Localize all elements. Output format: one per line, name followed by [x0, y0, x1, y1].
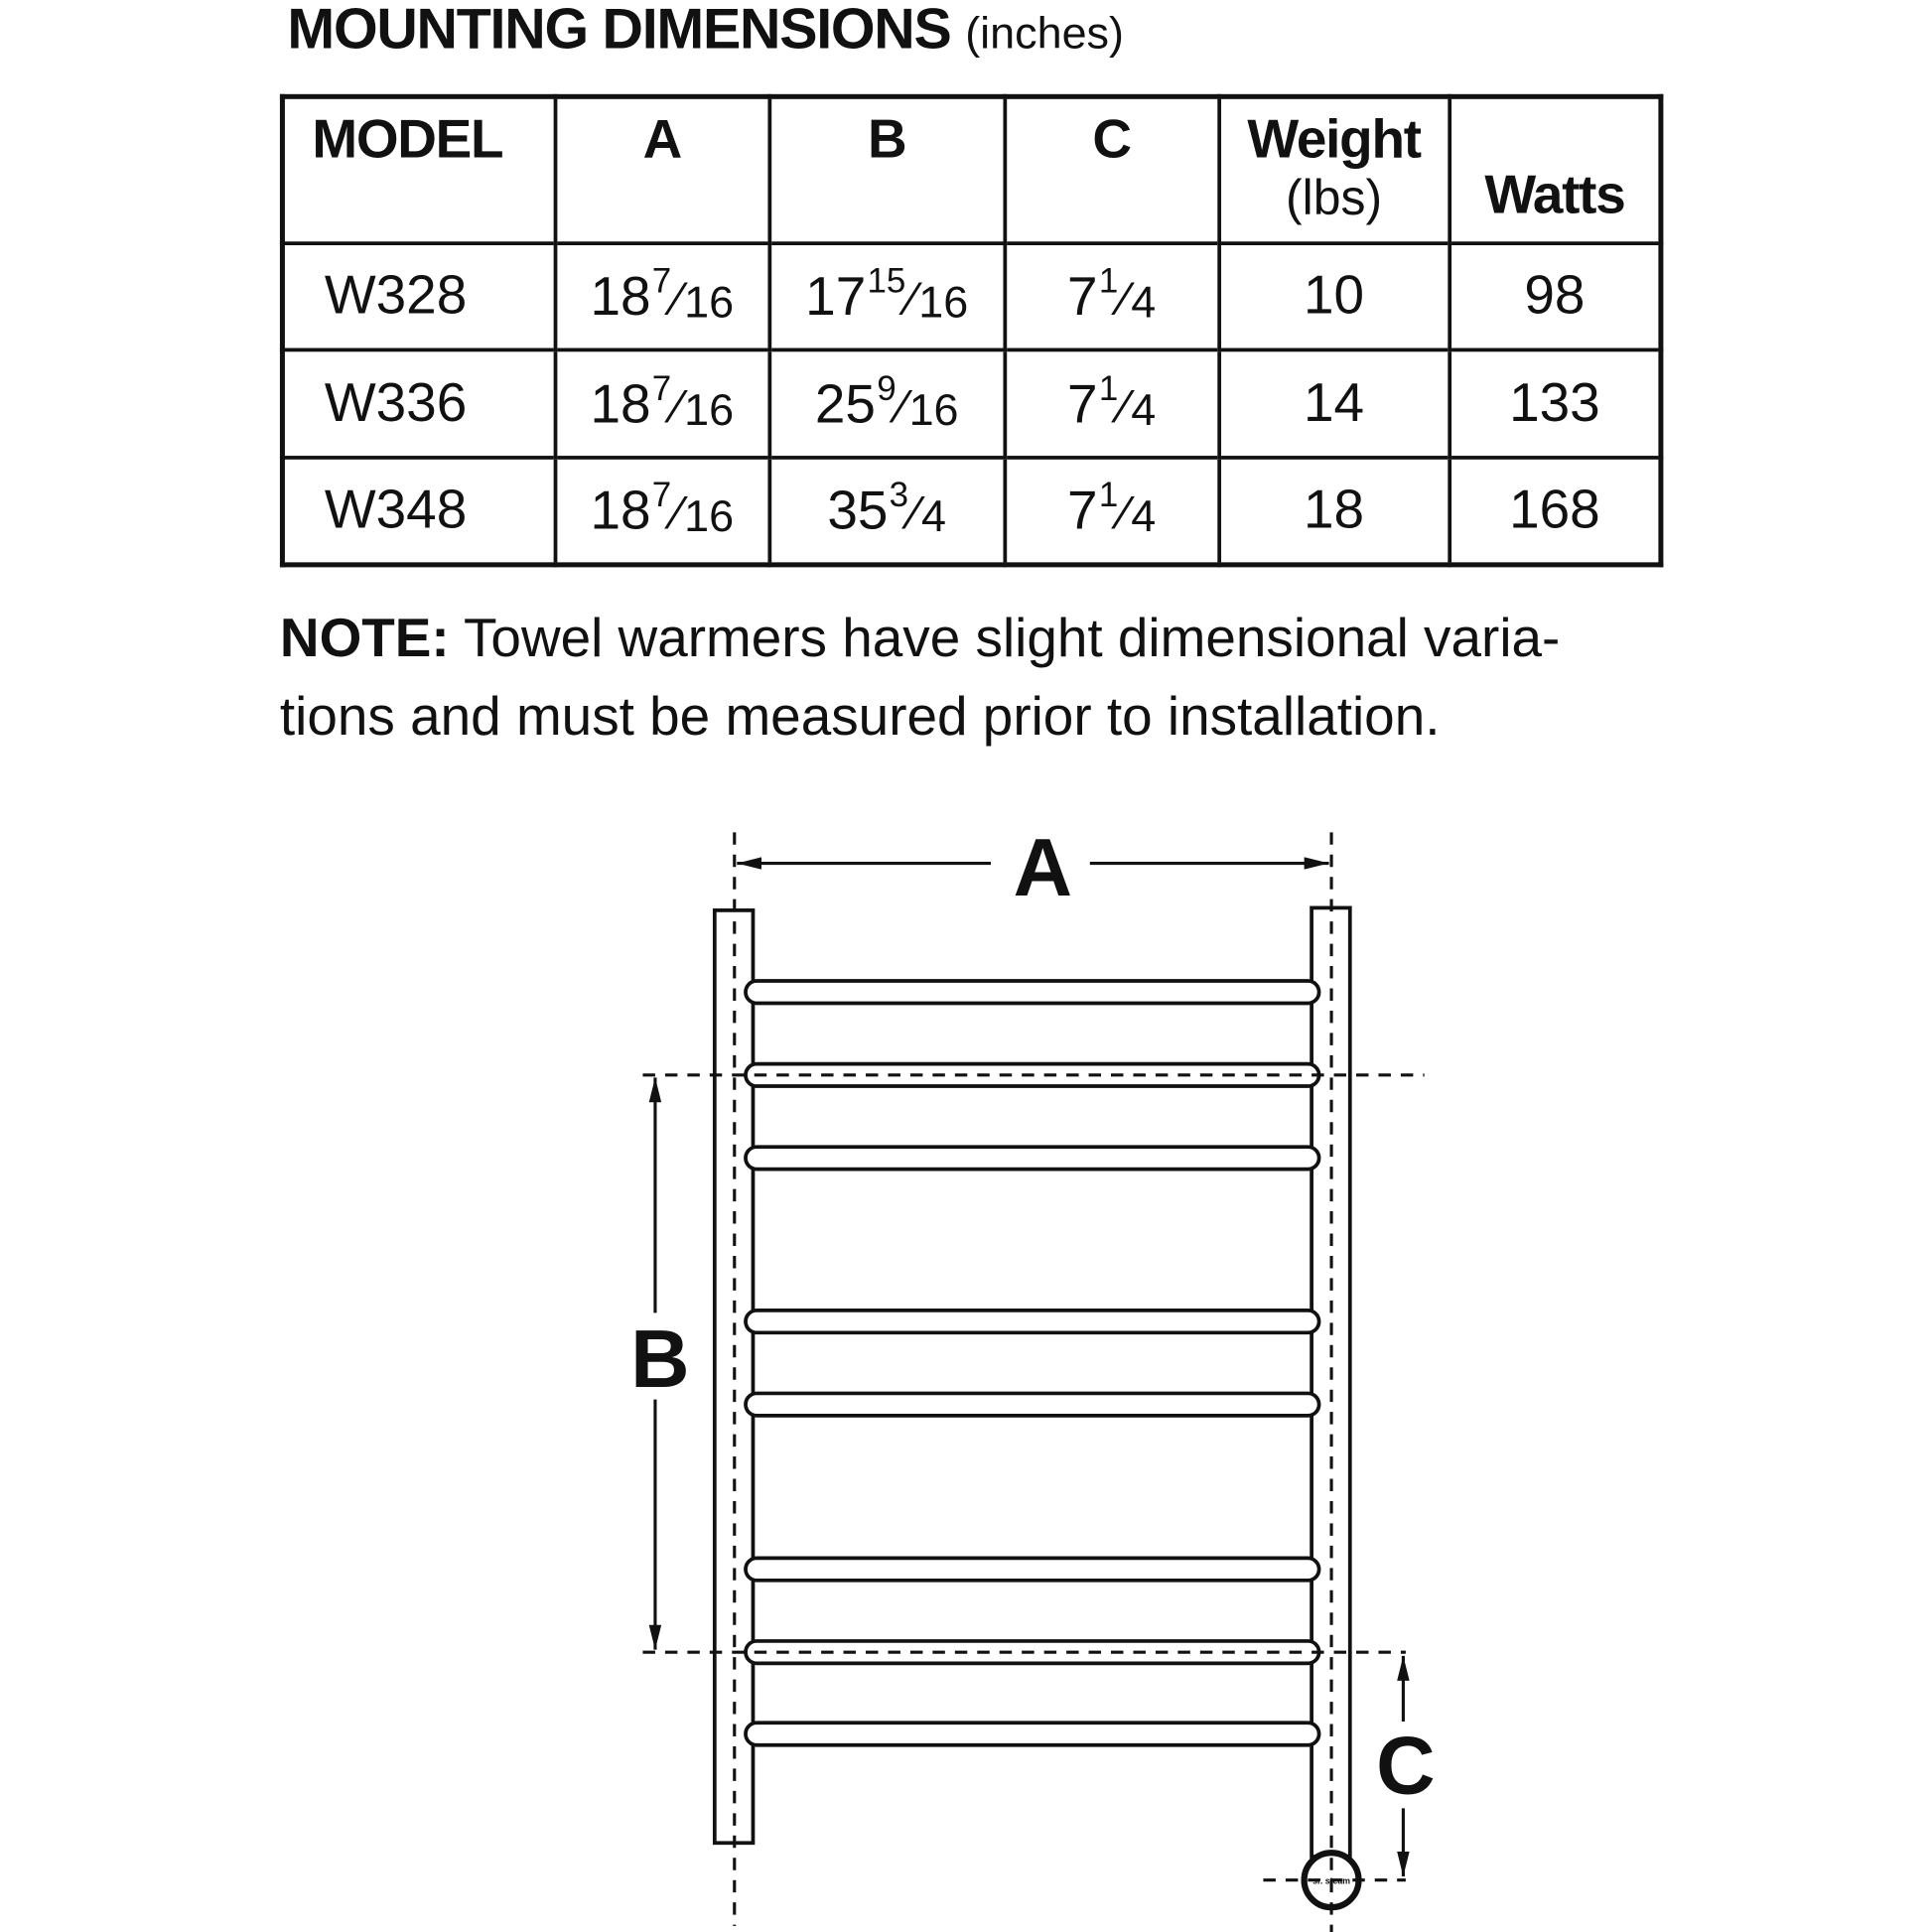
towel-bar: [744, 979, 1321, 1006]
whole: 7: [1067, 373, 1098, 435]
cell-weight: 10: [1216, 242, 1451, 350]
fraction-slash: ⁄: [907, 274, 916, 327]
fraction-value: 259⁄16: [814, 371, 959, 435]
numerator: 7: [651, 368, 672, 408]
whole: 7: [1067, 481, 1098, 542]
fraction-value: 71⁄4: [1067, 264, 1157, 328]
fraction-slash: ⁄: [898, 381, 907, 434]
fraction-value: 353⁄4: [827, 478, 947, 542]
table-header-row: MODEL A B C Weight (lbs) Watts: [280, 96, 1663, 243]
table-row: W336 187⁄16 259⁄16 71⁄4 14 133: [280, 349, 1663, 458]
whole: 17: [805, 266, 867, 328]
numerator: 7: [651, 261, 672, 301]
numerator: 7: [651, 476, 672, 515]
denominator: 16: [684, 383, 735, 435]
header-weight: Weight (lbs): [1216, 96, 1451, 243]
fraction-slash: ⁄: [910, 488, 919, 541]
note-label: NOTE:: [279, 608, 450, 669]
fraction-value: 71⁄4: [1067, 371, 1157, 435]
cell-weight: 14: [1216, 349, 1451, 458]
weight-unit: (lbs): [1286, 171, 1383, 226]
whole: 18: [590, 481, 651, 542]
fraction-slash: ⁄: [1120, 488, 1129, 541]
cell-watts: 168: [1447, 457, 1663, 565]
fraction-value: 1715⁄16: [805, 264, 969, 328]
whole: 25: [814, 373, 876, 435]
note-text: Towel warmers have slight dimensional va…: [279, 608, 1561, 748]
towel-bar: [744, 1556, 1321, 1583]
towel-bar: [744, 1308, 1321, 1335]
header-model: MODEL: [280, 96, 557, 243]
denominator: 4: [1131, 383, 1157, 435]
label-b: B: [630, 1313, 689, 1405]
whole: 35: [827, 481, 889, 542]
cell-b: 259⁄16: [766, 349, 1007, 458]
cell-watts: 133: [1447, 349, 1663, 458]
numerator: 9: [877, 368, 897, 408]
fraction-slash: ⁄: [673, 381, 682, 434]
denominator: 16: [918, 276, 969, 328]
denominator: 4: [1131, 276, 1157, 328]
page-title: MOUNTING DIMENSIONS (inches): [287, 0, 1124, 62]
title-main: MOUNTING DIMENSIONS: [287, 0, 951, 62]
whole: 7: [1067, 266, 1098, 328]
header-a: A: [553, 96, 771, 243]
center-lines: [642, 832, 1425, 1932]
weight-label: Weight: [1247, 108, 1422, 170]
numerator: 1: [1098, 476, 1119, 515]
note: NOTE: Towel warmers have slight dimensio…: [280, 600, 1655, 756]
dimension-arrows: [648, 857, 1410, 1876]
dimensions-table: MODEL A B C Weight (lbs) Watts W328 187⁄1…: [279, 93, 1664, 568]
towel-bar: [744, 1145, 1321, 1172]
header-c: C: [1002, 96, 1221, 243]
fraction-slash: ⁄: [1120, 274, 1129, 327]
denominator: 16: [684, 490, 735, 542]
right-post: [1310, 905, 1352, 1859]
label-c: C: [1376, 1720, 1435, 1811]
numerator: 1: [1098, 368, 1119, 408]
table-row: W328 187⁄16 1715⁄16 71⁄4 10 98: [280, 242, 1663, 350]
cell-c: 71⁄4: [1002, 242, 1221, 350]
cell-a: 187⁄16: [553, 349, 771, 458]
label-a: A: [1014, 822, 1072, 913]
cell-model: W348: [280, 457, 557, 565]
denominator: 16: [684, 276, 735, 328]
cell-watts: 98: [1447, 242, 1663, 350]
whole: 18: [590, 373, 651, 435]
fraction-value: 187⁄16: [590, 264, 735, 328]
fraction-slash: ⁄: [673, 274, 682, 327]
numerator: 1: [1098, 261, 1119, 301]
denominator: 4: [921, 490, 947, 542]
cell-b: 353⁄4: [766, 457, 1007, 565]
cell-a: 187⁄16: [553, 457, 771, 565]
fraction-value: 71⁄4: [1067, 478, 1157, 542]
towel-bar: [744, 1391, 1321, 1418]
fraction-slash: ⁄: [673, 488, 682, 541]
table-row: W348 187⁄16 353⁄4 71⁄4 18 168: [280, 457, 1663, 565]
cell-c: 71⁄4: [1002, 457, 1221, 565]
numerator: 15: [867, 261, 906, 301]
numerator: 3: [889, 476, 909, 515]
fraction-value: 187⁄16: [590, 371, 735, 435]
cell-a: 187⁄16: [553, 242, 771, 350]
cell-b: 1715⁄16: [766, 242, 1007, 350]
fraction-slash: ⁄: [1120, 381, 1129, 434]
cell-model: W336: [280, 349, 557, 458]
denominator: 4: [1131, 490, 1157, 542]
fraction-value: 187⁄16: [590, 478, 735, 542]
towel-bar: [744, 1721, 1321, 1747]
cell-c: 71⁄4: [1002, 349, 1221, 458]
header-b: B: [766, 96, 1007, 243]
denominator: 16: [908, 383, 959, 435]
cell-model: W328: [280, 242, 557, 350]
whole: 18: [590, 266, 651, 328]
cell-weight: 18: [1216, 457, 1451, 565]
title-unit: (inches): [965, 7, 1124, 59]
header-watts: Watts: [1447, 96, 1663, 243]
